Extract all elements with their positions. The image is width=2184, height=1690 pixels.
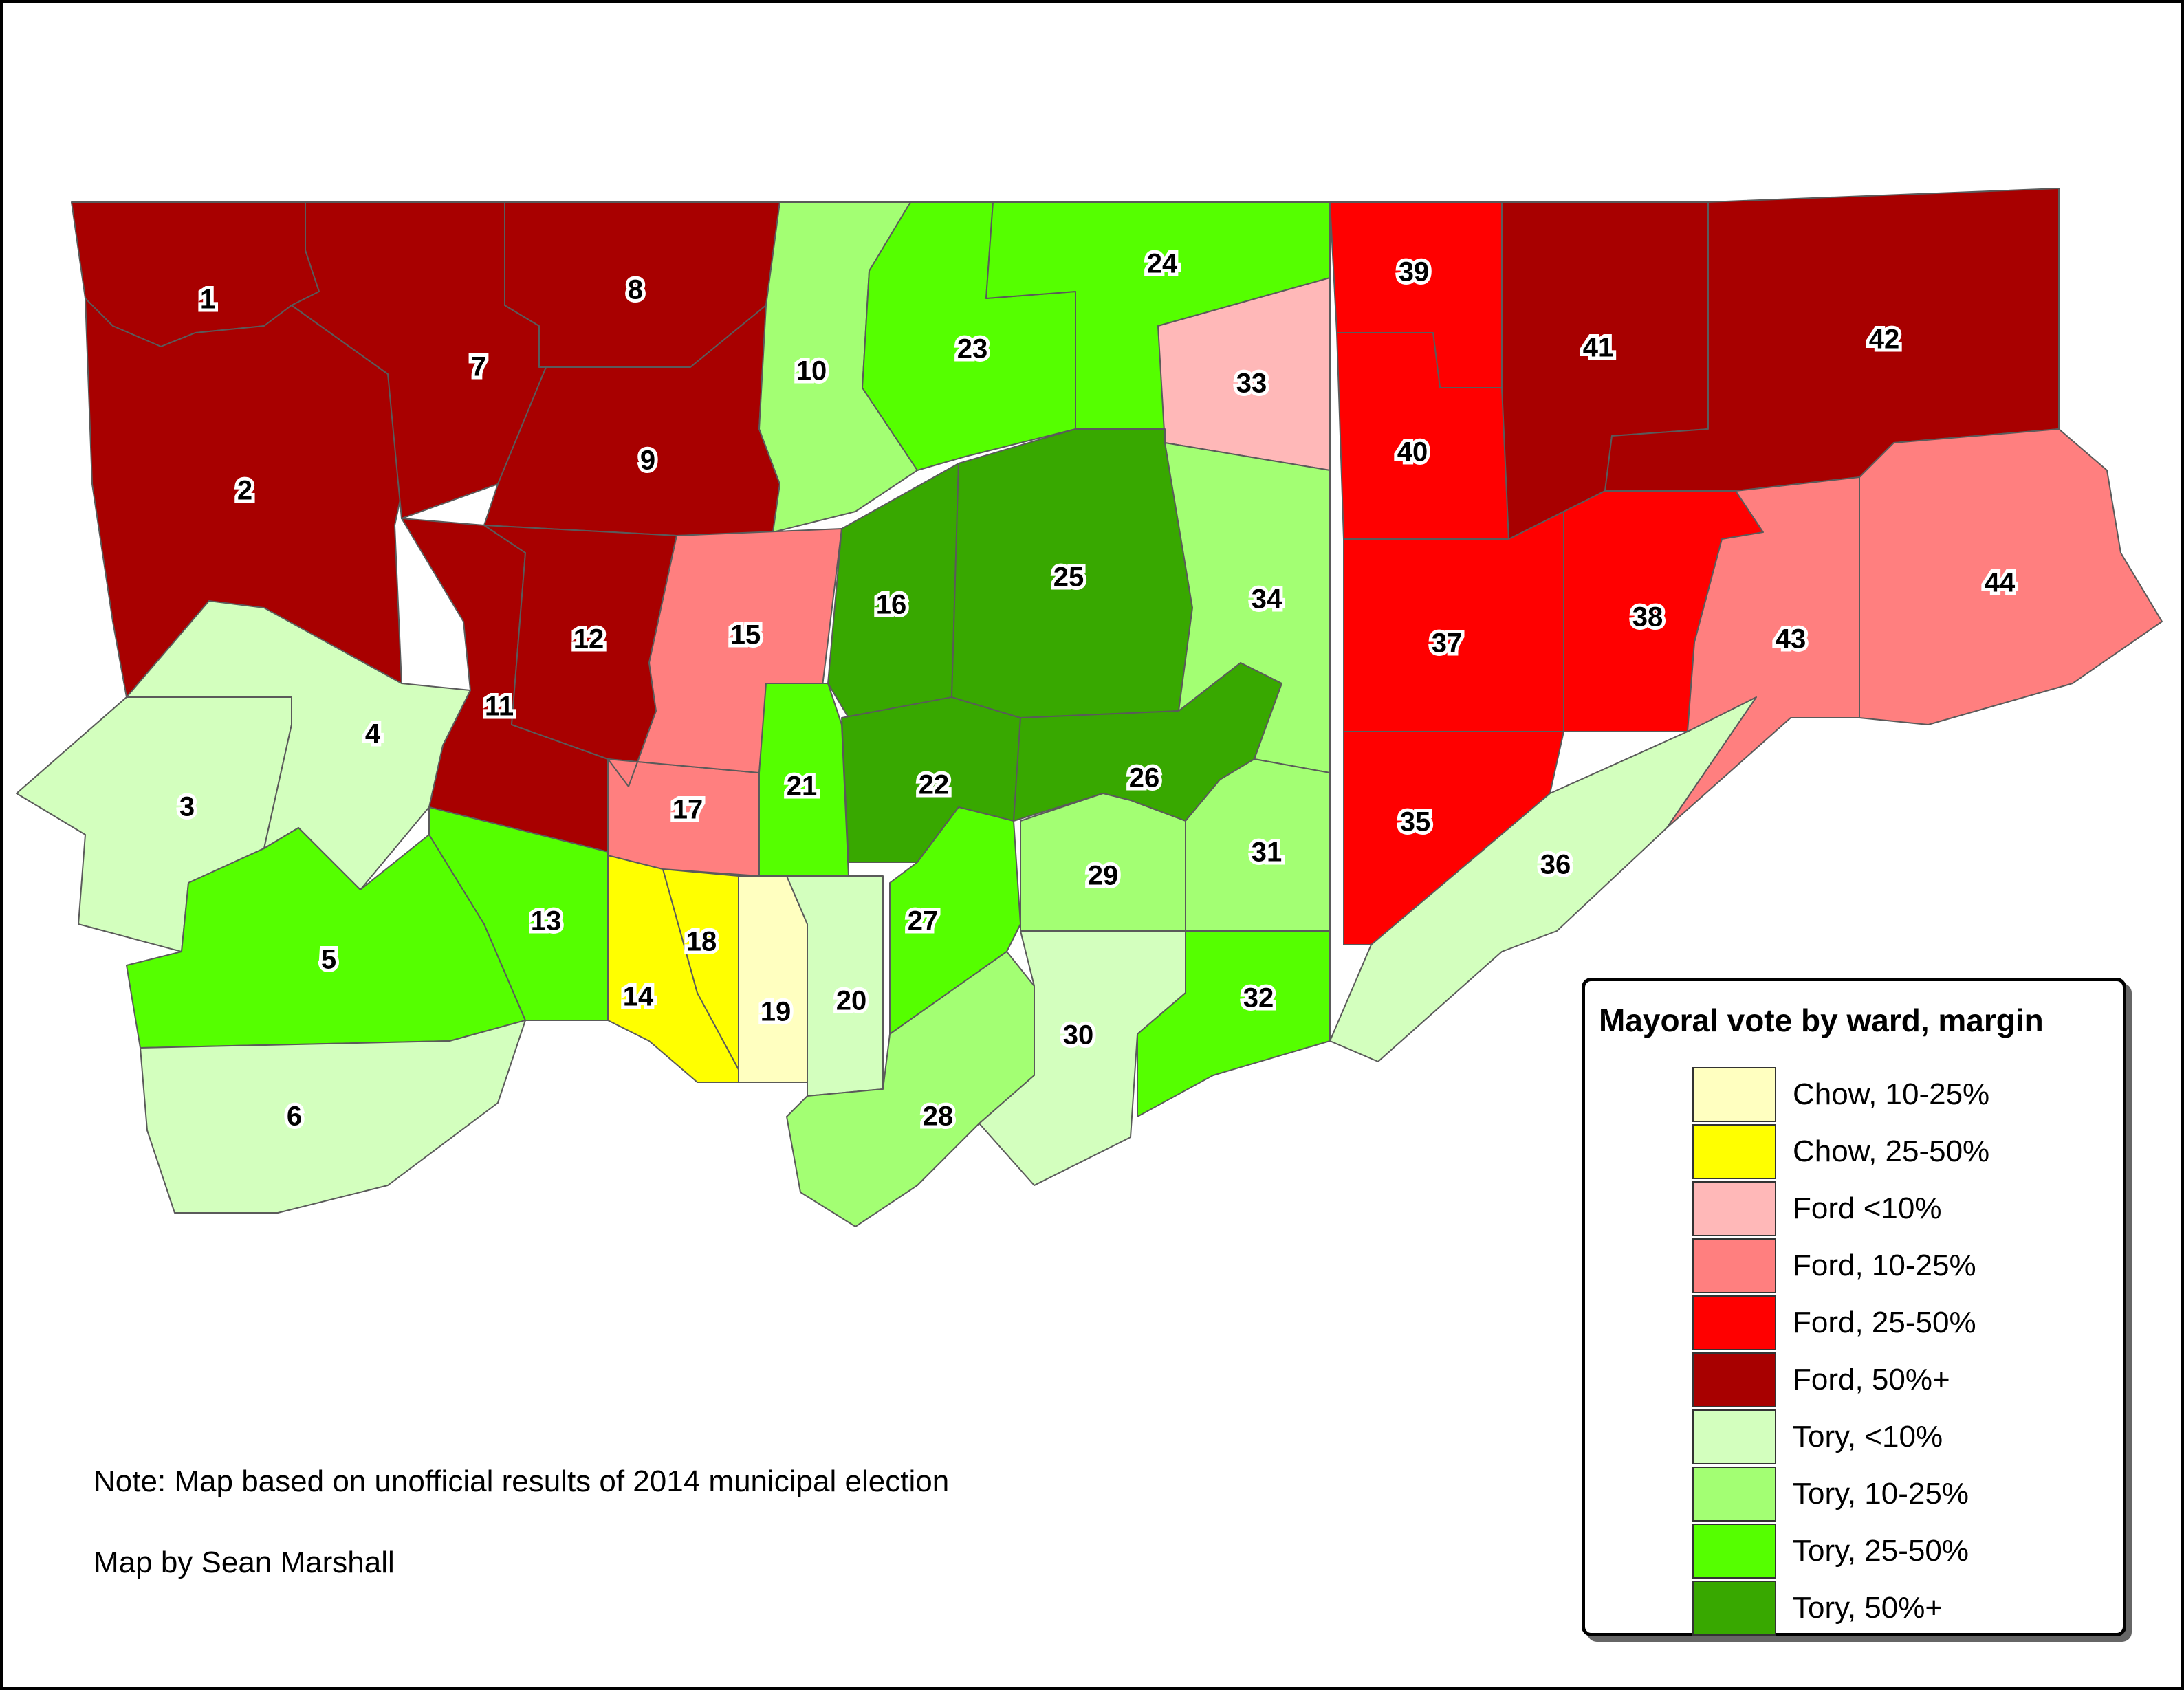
legend-item: Ford <10% <box>1692 1181 1941 1237</box>
legend: Mayoral vote by ward, margin Chow, 10-25… <box>1582 978 2126 1636</box>
ward-label-23: 23 <box>957 334 988 364</box>
legend-label: Ford, 50%+ <box>1793 1363 1950 1396</box>
ward-label-43: 43 <box>1776 624 1806 655</box>
toronto-ward-map: 1 2 3 4 5 6 7 8 9 10 11 12 13 14 15 16 1… <box>16 188 2163 1227</box>
ward-34 <box>1164 442 1331 773</box>
ward-27 <box>889 806 1021 1035</box>
ward-label-30: 30 <box>1063 1020 1094 1051</box>
ward-label-6: 6 <box>287 1101 302 1132</box>
ward-label-24: 24 <box>1147 249 1178 279</box>
ward-label-7: 7 <box>471 352 486 382</box>
ward-label-39: 39 <box>1399 257 1430 287</box>
legend-label: Ford <10% <box>1793 1192 1942 1225</box>
ward-label-26: 26 <box>1129 763 1160 793</box>
legend-swatch <box>1692 1295 1776 1350</box>
legend-swatch <box>1692 1352 1776 1407</box>
legend-label: Chow, 25-50% <box>1793 1134 1990 1168</box>
legend-item: Tory, <10% <box>1692 1409 1943 1465</box>
ward-36 <box>1329 696 1757 1062</box>
ward-label-29: 29 <box>1088 861 1119 891</box>
legend-label: Tory, 50%+ <box>1793 1591 1943 1625</box>
wards-layer <box>16 188 2163 1227</box>
ward-label-5: 5 <box>321 945 336 975</box>
legend-swatch <box>1692 1581 1776 1636</box>
ward-label-35: 35 <box>1400 807 1431 837</box>
ward-28 <box>786 951 1035 1227</box>
ward-label-28: 28 <box>923 1101 954 1132</box>
legend-label: Tory, 25-50% <box>1793 1534 1969 1568</box>
legend-label: Chow, 10-25% <box>1793 1077 1990 1111</box>
legend-item: Chow, 10-25% <box>1692 1066 1989 1123</box>
ward-label-3: 3 <box>179 792 195 822</box>
ward-label-12: 12 <box>574 624 604 655</box>
ward-label-32: 32 <box>1243 983 1274 1013</box>
ward-label-4: 4 <box>365 719 381 749</box>
ward-label-19: 19 <box>761 997 791 1027</box>
ward-label-13: 13 <box>531 906 562 936</box>
legend-swatch <box>1692 1067 1776 1122</box>
legend-item: Tory, 25-50% <box>1692 1523 1969 1579</box>
ward-label-27: 27 <box>908 906 939 936</box>
ward-label-21: 21 <box>787 771 818 802</box>
ward-6 <box>140 1020 526 1214</box>
ward-label-10: 10 <box>796 356 827 386</box>
ward-32 <box>1137 930 1331 1117</box>
legend-title: Mayoral vote by ward, margin <box>1599 1002 2044 1038</box>
map-credit: Map by Sean Marshall <box>94 1546 395 1579</box>
ward-label-2: 2 <box>237 476 252 506</box>
ward-label-37: 37 <box>1432 628 1463 659</box>
ward-label-34: 34 <box>1252 584 1282 615</box>
legend-swatch <box>1692 1124 1776 1179</box>
ward-label-16: 16 <box>876 590 907 620</box>
legend-swatch <box>1692 1524 1776 1579</box>
legend-label: Ford, 25-50% <box>1793 1306 1976 1339</box>
ward-label-38: 38 <box>1632 602 1663 633</box>
ward-label-20: 20 <box>836 986 867 1016</box>
ward-label-8: 8 <box>628 275 643 305</box>
ward-15 <box>607 528 842 787</box>
legend-item: Ford, 50%+ <box>1692 1352 1950 1408</box>
legend-swatch <box>1692 1238 1776 1293</box>
ward-label-36: 36 <box>1540 850 1571 880</box>
legend-swatch <box>1692 1181 1776 1236</box>
legend-item: Tory, 10-25% <box>1692 1466 1969 1522</box>
ward-label-1: 1 <box>200 285 215 315</box>
ward-label-40: 40 <box>1397 437 1428 468</box>
ward-labels-layer: 1 2 3 4 5 6 7 8 9 10 11 12 13 14 15 16 1… <box>176 245 2019 1135</box>
legend-item: Tory, 50%+ <box>1692 1580 1943 1636</box>
ward-label-22: 22 <box>919 770 950 800</box>
ward-label-42: 42 <box>1869 325 1900 355</box>
ward-label-11: 11 <box>485 692 514 722</box>
ward-label-15: 15 <box>730 620 761 650</box>
legend-item: Chow, 25-50% <box>1692 1123 1989 1180</box>
ward-label-17: 17 <box>673 795 703 825</box>
legend-label: Ford, 10-25% <box>1793 1249 1976 1282</box>
legend-item: Ford, 10-25% <box>1692 1238 1976 1294</box>
legend-label: Tory, 10-25% <box>1793 1477 1969 1511</box>
ward-label-18: 18 <box>686 927 717 957</box>
legend-swatch <box>1692 1467 1776 1522</box>
ward-19 <box>738 875 808 1083</box>
ward-label-14: 14 <box>623 982 654 1012</box>
legend-swatch <box>1692 1409 1776 1464</box>
ward-44 <box>1859 428 2163 725</box>
ward-label-33: 33 <box>1236 369 1267 399</box>
map-note: Note: Map based on unofficial results of… <box>94 1464 950 1498</box>
ward-43 <box>1666 476 1860 828</box>
ward-label-25: 25 <box>1053 562 1084 593</box>
ward-label-31: 31 <box>1252 837 1282 868</box>
ward-label-9: 9 <box>640 446 655 476</box>
legend-label: Tory, <10% <box>1793 1420 1943 1453</box>
ward-label-44: 44 <box>1985 568 2016 598</box>
legend-item: Ford, 25-50% <box>1692 1295 1976 1351</box>
ward-label-41: 41 <box>1583 333 1614 363</box>
